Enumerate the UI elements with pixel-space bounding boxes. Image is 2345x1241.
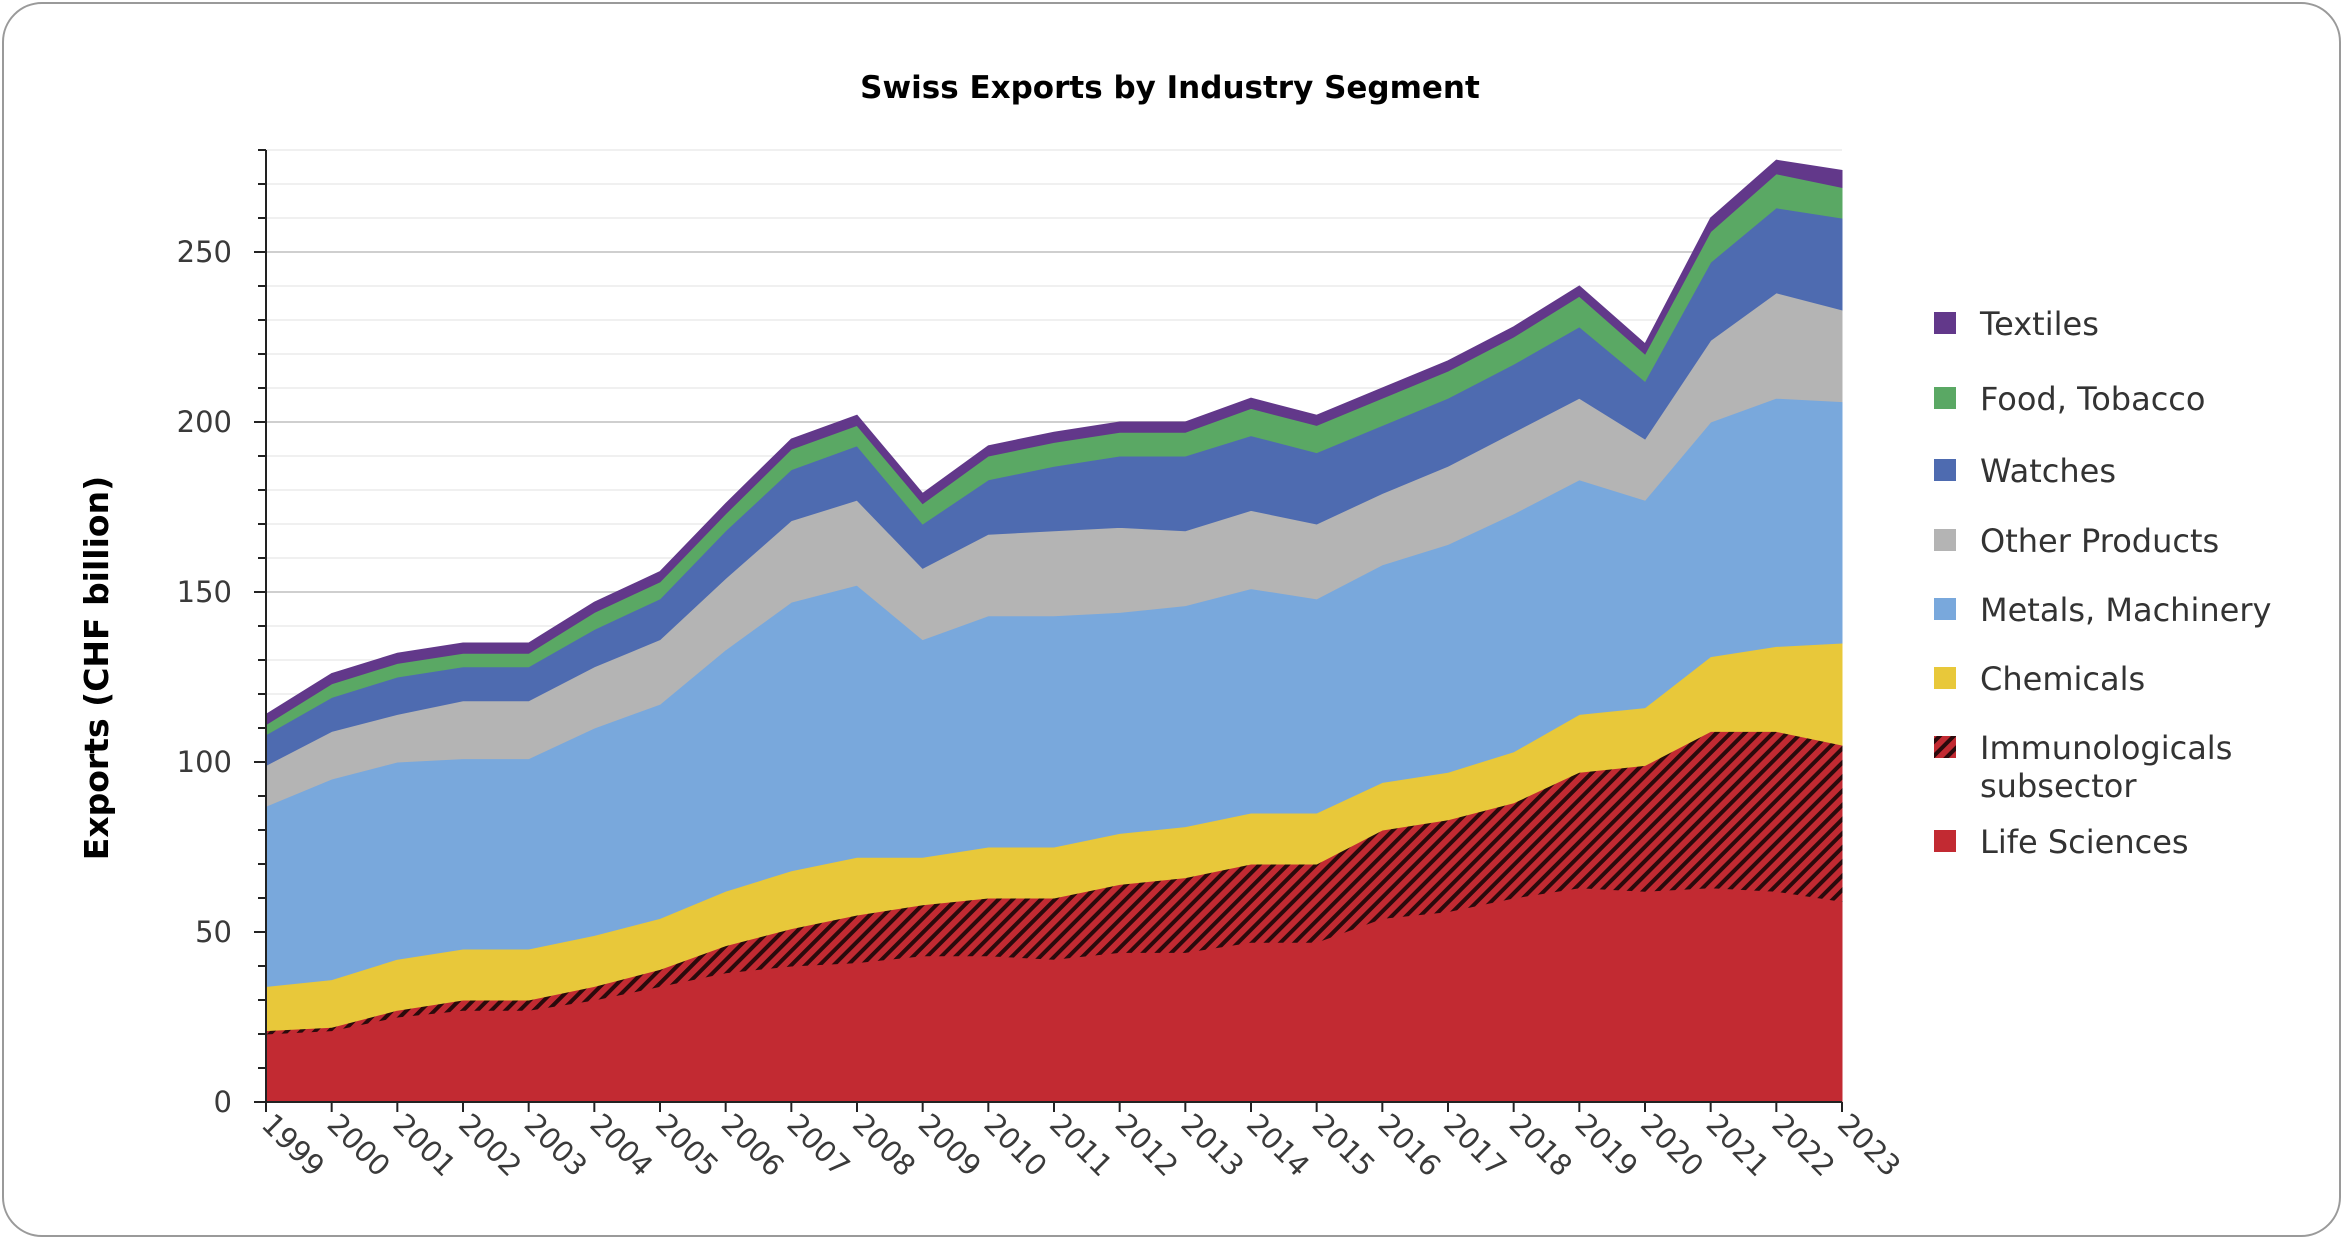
y-tick-label: 250 — [177, 235, 232, 269]
legend-swatch-watches — [1934, 459, 1956, 481]
axes — [254, 149, 1843, 1112]
x-tick-label: 2012 — [1109, 1107, 1185, 1183]
area-series — [265, 159, 1843, 1103]
x-tick-label: 1999 — [255, 1107, 331, 1183]
x-tick-label: 2002 — [452, 1107, 528, 1183]
legend-label-textiles: Textiles — [1979, 305, 2099, 343]
legend: Textiles Food, Tobacco Watches Other Produc… — [1934, 305, 2271, 861]
y-tick-labels: 0 50 100 150 200 250 — [177, 235, 232, 1119]
x-tick-label: 2013 — [1174, 1107, 1250, 1183]
y-tick-label: 200 — [177, 405, 232, 439]
legend-swatch-other-products — [1934, 529, 1956, 551]
x-tick-label: 2015 — [1306, 1107, 1382, 1183]
x-tick-labels: 1999200020012002200320042005200620072008… — [255, 1107, 1907, 1183]
legend-swatch-metals-machinery — [1934, 598, 1956, 620]
legend-swatch-chemicals — [1934, 667, 1956, 689]
x-tick-label: 2023 — [1831, 1107, 1907, 1183]
x-tick-label: 2017 — [1437, 1107, 1513, 1183]
x-tick-label: 2003 — [518, 1107, 594, 1183]
chart-title: Swiss Exports by Industry Segment — [860, 70, 1480, 106]
legend-label-life-sciences: Life Sciences — [1980, 823, 2189, 861]
x-tick-label: 2005 — [649, 1107, 725, 1183]
x-tick-label: 2021 — [1700, 1107, 1776, 1183]
x-tick-label: 2020 — [1634, 1107, 1710, 1183]
legend-swatch-textiles — [1934, 312, 1956, 334]
y-tick-label: 0 — [214, 1085, 232, 1119]
x-tick-label: 2014 — [1240, 1107, 1316, 1183]
x-tick-label: 2009 — [912, 1107, 988, 1183]
y-tick-label: 150 — [177, 575, 232, 609]
y-tick-label: 100 — [177, 745, 232, 779]
x-tick-label: 2007 — [780, 1107, 856, 1183]
legend-label-chemicals: Chemicals — [1980, 660, 2145, 698]
legend-swatch-food-tobacco — [1934, 387, 1956, 409]
y-tick-label: 50 — [195, 915, 232, 949]
legend-swatch-life-sciences — [1934, 830, 1956, 852]
x-tick-label: 2018 — [1503, 1107, 1579, 1183]
x-tick-label: 2022 — [1765, 1107, 1841, 1183]
x-tick-label: 2000 — [321, 1107, 397, 1183]
x-tick-label: 2004 — [583, 1107, 659, 1183]
x-tick-label: 2001 — [386, 1107, 462, 1183]
y-axis-label: Exports (CHF billion) — [77, 476, 116, 860]
legend-label-other-products: Other Products — [1980, 522, 2219, 560]
x-tick-label: 2006 — [715, 1107, 791, 1183]
legend-label-food-tobacco: Food, Tobacco — [1980, 380, 2205, 418]
x-tick-label: 2010 — [977, 1107, 1053, 1183]
area-textiles — [265, 159, 1843, 726]
legend-swatch-immunologicals-subsector — [1934, 736, 1956, 758]
x-tick-label: 2011 — [1043, 1107, 1119, 1183]
x-tick-label: 2008 — [846, 1107, 922, 1183]
legend-label-metals-machinery: Metals, Machinery — [1980, 591, 2271, 629]
legend-label-immunologicals-subsector: Immunologicals subsector — [1980, 729, 2232, 805]
legend-label-watches: Watches — [1980, 452, 2116, 490]
x-tick-label: 2019 — [1568, 1107, 1644, 1183]
x-tick-label: 2016 — [1371, 1107, 1447, 1183]
